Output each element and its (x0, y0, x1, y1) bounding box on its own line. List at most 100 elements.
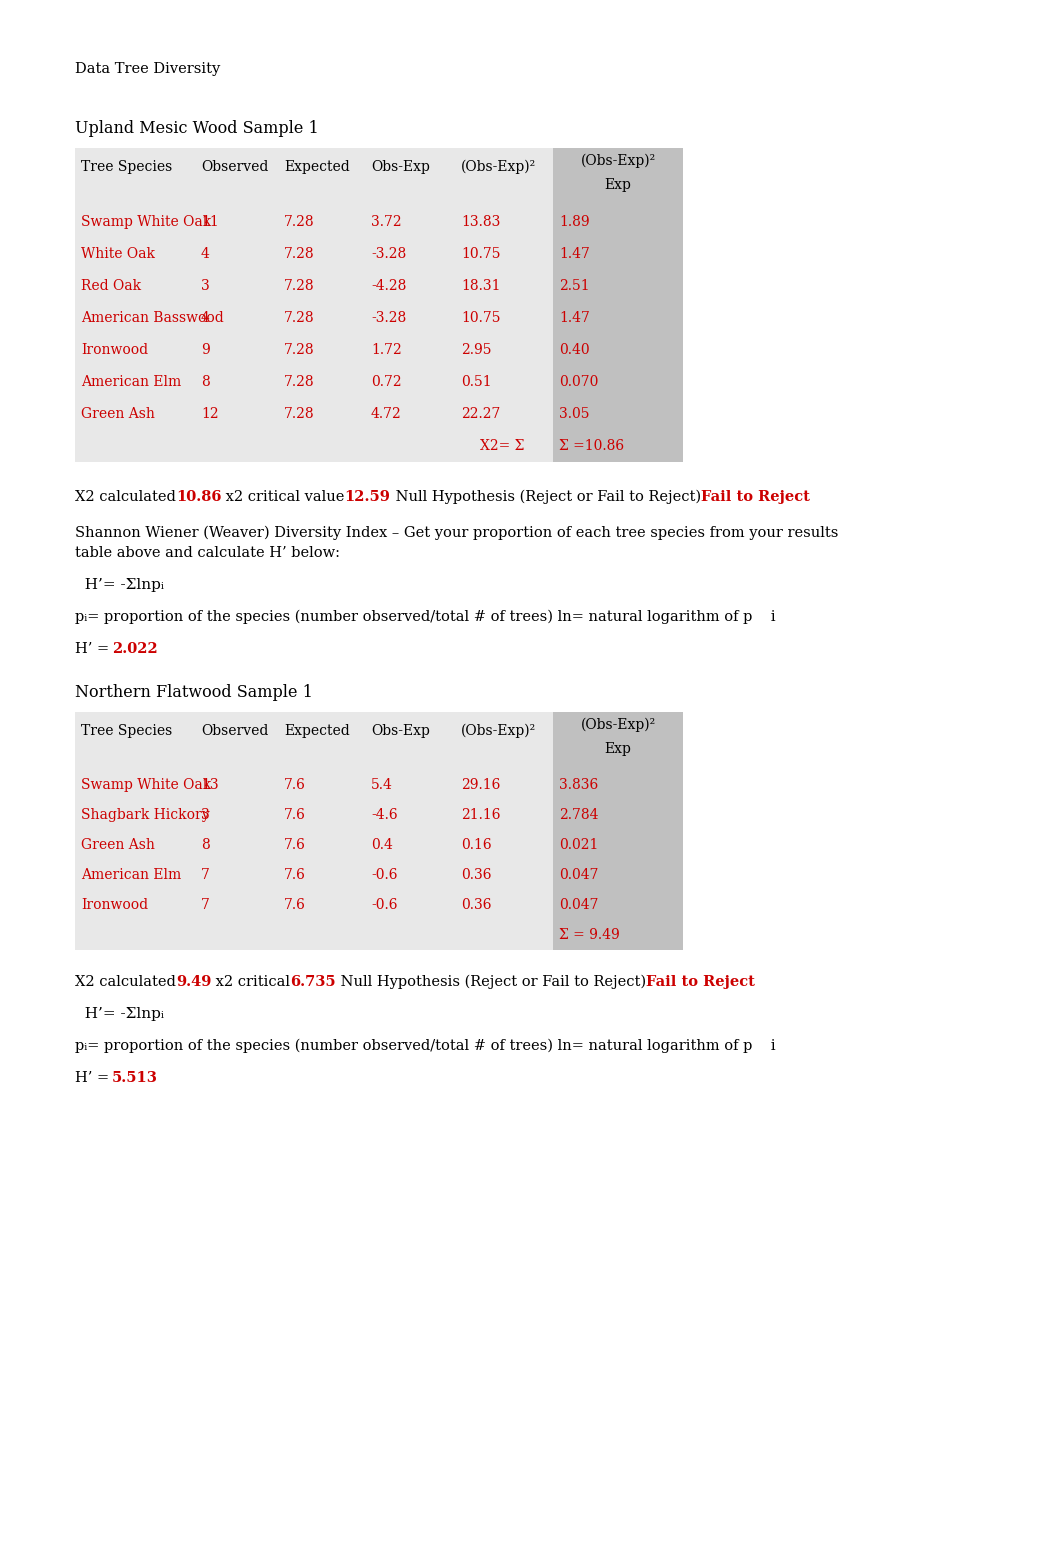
Text: Ironwood: Ironwood (81, 898, 148, 912)
Text: Expected: Expected (284, 724, 349, 738)
Text: Data Tree Diversity: Data Tree Diversity (75, 62, 220, 76)
Text: 13.83: 13.83 (461, 215, 500, 229)
Text: -3.28: -3.28 (371, 311, 407, 325)
Text: 7.28: 7.28 (284, 375, 314, 389)
Text: Expected: Expected (284, 159, 349, 173)
Text: 0.36: 0.36 (461, 898, 492, 912)
Bar (553, 712, 683, 951)
Text: Fail to Reject: Fail to Reject (701, 490, 809, 504)
Text: 3.836: 3.836 (559, 777, 598, 791)
Text: 0.36: 0.36 (461, 868, 492, 882)
Text: Obs-Exp: Obs-Exp (371, 159, 430, 173)
Text: H’ =: H’ = (75, 1071, 109, 1085)
Text: Σ = 9.49: Σ = 9.49 (559, 927, 620, 941)
Text: 7.28: 7.28 (284, 407, 314, 421)
Text: 1.47: 1.47 (559, 311, 589, 325)
Text: 0.72: 0.72 (371, 375, 401, 389)
Text: 11: 11 (201, 215, 219, 229)
Text: American Elm: American Elm (81, 868, 182, 882)
Text: Null Hypothesis (Reject or Fail to Reject): Null Hypothesis (Reject or Fail to Rejec… (336, 976, 646, 990)
Text: 7.6: 7.6 (284, 777, 306, 791)
Text: Green Ash: Green Ash (81, 838, 155, 852)
Text: X2 calculated: X2 calculated (75, 490, 176, 504)
Text: -0.6: -0.6 (371, 868, 397, 882)
Text: 7.6: 7.6 (284, 898, 306, 912)
Text: Red Oak: Red Oak (81, 279, 141, 293)
Text: 7.28: 7.28 (284, 215, 314, 229)
Text: 0.51: 0.51 (461, 375, 492, 389)
Text: 13: 13 (201, 777, 219, 791)
Bar (75, 148, 683, 462)
Text: 7.28: 7.28 (284, 247, 314, 261)
Text: 10.86: 10.86 (176, 490, 221, 504)
Text: 0.16: 0.16 (461, 838, 492, 852)
Text: 7.6: 7.6 (284, 838, 306, 852)
Text: H’= -Σlnpᵢ: H’= -Σlnpᵢ (75, 578, 164, 592)
Text: 7.28: 7.28 (284, 343, 314, 357)
Text: H’ =: H’ = (75, 642, 109, 656)
Text: Tree Species: Tree Species (81, 724, 172, 738)
Text: 8: 8 (201, 838, 210, 852)
Text: 5.513: 5.513 (112, 1071, 158, 1085)
Text: 1.47: 1.47 (559, 247, 589, 261)
Text: Tree Species: Tree Species (81, 159, 172, 173)
Text: Σ =10.86: Σ =10.86 (559, 439, 624, 453)
Text: (Obs-Exp)²: (Obs-Exp)² (461, 159, 536, 175)
Text: 9: 9 (201, 343, 210, 357)
Text: Fail to Reject: Fail to Reject (646, 976, 755, 990)
Text: 0.021: 0.021 (559, 838, 598, 852)
Text: 1.89: 1.89 (559, 215, 589, 229)
Text: -4.28: -4.28 (371, 279, 407, 293)
Text: Ironwood: Ironwood (81, 343, 148, 357)
Text: American Elm: American Elm (81, 375, 182, 389)
Text: 7: 7 (201, 898, 210, 912)
Text: 7.28: 7.28 (284, 311, 314, 325)
Text: 3: 3 (201, 279, 210, 293)
Text: Observed: Observed (201, 724, 269, 738)
Text: 4.72: 4.72 (371, 407, 401, 421)
Text: (Obs-Exp)²: (Obs-Exp)² (461, 724, 536, 738)
Text: pᵢ= proportion of the species (number observed/total # of trees) ln= natural log: pᵢ= proportion of the species (number ob… (75, 610, 775, 624)
Text: 12.59: 12.59 (345, 490, 391, 504)
Text: American Basswood: American Basswood (81, 311, 224, 325)
Text: 0.047: 0.047 (559, 898, 599, 912)
Text: 5.4: 5.4 (371, 777, 393, 791)
Text: X2= Σ: X2= Σ (480, 439, 525, 453)
Text: 6.735: 6.735 (290, 976, 336, 990)
Text: Exp: Exp (604, 741, 632, 756)
Text: Shagbark Hickory: Shagbark Hickory (81, 809, 209, 823)
Text: H’= -Σlnpᵢ: H’= -Σlnpᵢ (75, 1007, 164, 1021)
Text: 0.40: 0.40 (559, 343, 589, 357)
Text: 4: 4 (201, 311, 210, 325)
Text: (Obs-Exp)²: (Obs-Exp)² (580, 718, 655, 732)
Text: 2.784: 2.784 (559, 809, 599, 823)
Text: White Oak: White Oak (81, 247, 155, 261)
Text: x2 critical: x2 critical (211, 976, 290, 990)
Text: 7: 7 (201, 868, 210, 882)
Text: Obs-Exp: Obs-Exp (371, 724, 430, 738)
Text: Swamp White Oak: Swamp White Oak (81, 777, 211, 791)
Text: 7.6: 7.6 (284, 868, 306, 882)
Text: 21.16: 21.16 (461, 809, 500, 823)
Text: 12: 12 (201, 407, 219, 421)
Text: 4: 4 (201, 247, 210, 261)
Text: -3.28: -3.28 (371, 247, 407, 261)
Text: Null Hypothesis (Reject or Fail to Reject): Null Hypothesis (Reject or Fail to Rejec… (391, 490, 701, 504)
Text: 10.75: 10.75 (461, 247, 500, 261)
Text: Exp: Exp (604, 178, 632, 192)
Text: 0.070: 0.070 (559, 375, 598, 389)
Text: Northern Flatwood Sample 1: Northern Flatwood Sample 1 (75, 684, 313, 701)
Text: Upland Mesic Wood Sample 1: Upland Mesic Wood Sample 1 (75, 120, 319, 137)
Text: 7.28: 7.28 (284, 279, 314, 293)
Text: 7.6: 7.6 (284, 809, 306, 823)
Text: -0.6: -0.6 (371, 898, 397, 912)
Text: 2.95: 2.95 (461, 343, 492, 357)
Text: Observed: Observed (201, 159, 269, 173)
Text: 10.75: 10.75 (461, 311, 500, 325)
Text: 9.49: 9.49 (176, 976, 211, 990)
Text: Green Ash: Green Ash (81, 407, 155, 421)
Text: -4.6: -4.6 (371, 809, 397, 823)
Bar (553, 148, 683, 462)
Text: x2 critical value: x2 critical value (221, 490, 345, 504)
Text: 29.16: 29.16 (461, 777, 500, 791)
